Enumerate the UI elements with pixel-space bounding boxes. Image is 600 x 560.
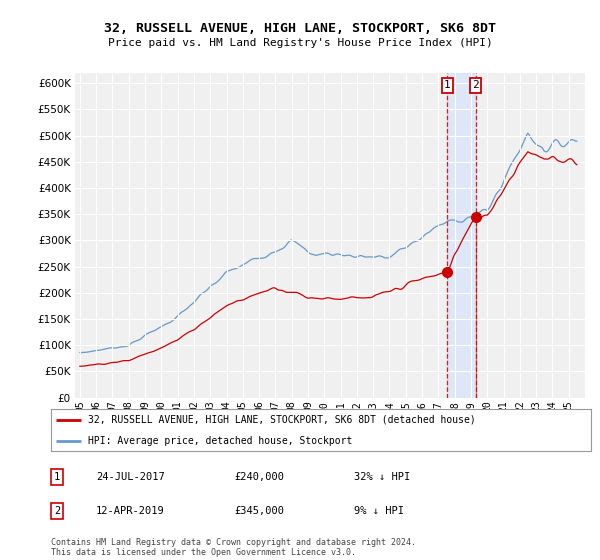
Text: £345,000: £345,000 [234,506,284,516]
Text: 9% ↓ HPI: 9% ↓ HPI [354,506,404,516]
Text: HPI: Average price, detached house, Stockport: HPI: Average price, detached house, Stoc… [88,436,352,446]
Text: 32, RUSSELL AVENUE, HIGH LANE, STOCKPORT, SK6 8DT (detached house): 32, RUSSELL AVENUE, HIGH LANE, STOCKPORT… [88,415,475,424]
Text: £240,000: £240,000 [234,472,284,482]
Bar [448,73,476,398]
Text: Contains HM Land Registry data © Crown copyright and database right 2024.
This d: Contains HM Land Registry data © Crown c… [51,538,416,557]
Text: 32% ↓ HPI: 32% ↓ HPI [354,472,410,482]
Text: 24-JUL-2017: 24-JUL-2017 [96,472,165,482]
Text: 1: 1 [54,472,60,482]
Text: 32, RUSSELL AVENUE, HIGH LANE, STOCKPORT, SK6 8DT: 32, RUSSELL AVENUE, HIGH LANE, STOCKPORT… [104,22,496,35]
Text: 1: 1 [444,80,451,90]
Text: 2: 2 [54,506,60,516]
Text: 2: 2 [472,80,479,90]
Text: 12-APR-2019: 12-APR-2019 [96,506,165,516]
Text: Price paid vs. HM Land Registry's House Price Index (HPI): Price paid vs. HM Land Registry's House … [107,38,493,48]
